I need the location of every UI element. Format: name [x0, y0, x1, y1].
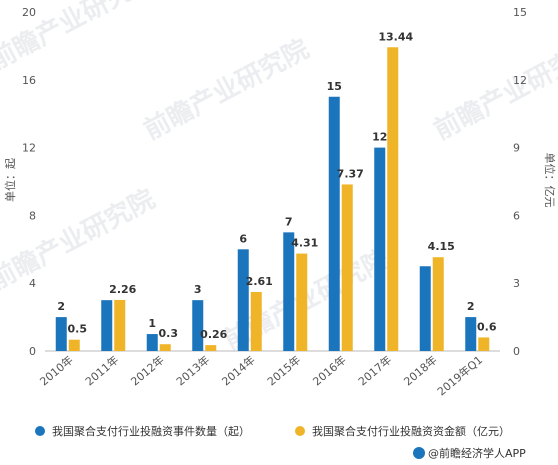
bar-series1-3 — [205, 345, 217, 351]
x-tick-5: 2015年 — [264, 353, 303, 389]
data-label-series1-7: 13.44 — [378, 30, 413, 43]
watermark-text-4: 前瞻产业研究院 — [429, 33, 558, 146]
watermark-text-1: 前瞻产业研究院 — [139, 33, 314, 146]
y-left-tick-2: 8 — [29, 209, 36, 222]
data-label-series1-4: 2.61 — [246, 275, 273, 288]
data-label-series1-6: 7.37 — [337, 167, 364, 180]
legend-marker-amount — [295, 426, 305, 436]
watermark-text-2: 前瞻产业研究院 — [0, 183, 160, 296]
data-label-series0-6: 15 — [327, 80, 342, 93]
bar-series0-0 — [55, 317, 67, 351]
data-label-series0-3: 3 — [194, 283, 202, 296]
x-tick-7: 2017年 — [355, 353, 394, 389]
credit-text: @前瞻经济学人APP — [428, 446, 526, 460]
bar-series1-4 — [250, 292, 262, 351]
bar-series1-5 — [296, 253, 308, 351]
bar-series1-6 — [341, 184, 353, 351]
x-tick-9: 2019年Q1 — [434, 353, 485, 399]
x-tick-0: 2010年 — [37, 353, 76, 389]
y-axis-left-title: 单位：起 — [3, 158, 17, 202]
data-label-series0-9: 2 — [467, 300, 475, 313]
data-label-series1-8: 4.15 — [428, 240, 455, 253]
data-label-series0-4: 6 — [239, 232, 247, 245]
legend-label-count: 我国聚合支付行业投融资事件数量（起） — [52, 424, 250, 438]
x-tick-8: 2018年 — [401, 353, 440, 389]
y-axis-right-ticks: 0 3 6 9 12 15 — [513, 6, 527, 358]
bar-series0-3 — [192, 300, 204, 351]
legend: 我国聚合支付行业投融资事件数量（起） 我国聚合支付行业投融资资金额（亿元） — [35, 424, 510, 438]
legend-label-amount: 我国聚合支付行业投融资资金额（亿元） — [312, 424, 510, 438]
y-left-tick-5: 20 — [22, 6, 36, 19]
y-right-tick-0: 0 — [513, 345, 520, 358]
y-axis-left-ticks: 0 4 8 12 16 20 — [22, 6, 36, 358]
bar-series0-2 — [146, 334, 158, 351]
bar-series0-9 — [465, 317, 477, 351]
data-label-series1-1: 2.26 — [109, 283, 136, 296]
y-right-tick-2: 6 — [513, 209, 520, 222]
data-label-series1-0: 0.5 — [68, 323, 88, 336]
y-right-tick-5: 15 — [513, 6, 527, 19]
bar-series0-1 — [101, 300, 113, 351]
x-axis-ticks: 2010年 2011年 2012年 2013年 2014年 2015年 2016年 2017年… — [37, 353, 485, 399]
bar-series1-0 — [68, 339, 80, 351]
x-tick-4: 2014年 — [219, 353, 258, 389]
data-label-series0-5: 7 — [285, 215, 293, 228]
y-right-tick-1: 3 — [513, 277, 520, 290]
data-label-series0-2: 1 — [148, 317, 156, 330]
data-label-series0-0: 2 — [57, 300, 65, 313]
y-left-tick-0: 0 — [29, 345, 36, 358]
x-tick-1: 2011年 — [82, 353, 121, 389]
y-right-tick-3: 9 — [513, 142, 520, 155]
y-axis-right-title: 单位：亿元 — [543, 153, 557, 208]
data-label-series1-5: 4.31 — [291, 237, 318, 250]
y-right-tick-4: 12 — [513, 74, 527, 87]
bar-series1-9 — [478, 337, 490, 351]
data-label-series0-7: 12 — [372, 131, 387, 144]
bar-series0-8 — [419, 266, 431, 351]
y-left-tick-1: 4 — [29, 277, 36, 290]
x-tick-6: 2016年 — [310, 353, 349, 389]
bars — [55, 47, 490, 351]
bar-series0-7 — [374, 147, 386, 351]
bar-series0-6 — [328, 96, 340, 351]
bar-series0-4 — [237, 249, 249, 351]
data-label-series1-3: 0.26 — [200, 328, 227, 341]
legend-marker-count — [35, 426, 45, 436]
bar-series0-5 — [283, 232, 295, 351]
y-left-tick-3: 12 — [22, 142, 36, 155]
x-tick-2: 2012年 — [128, 353, 167, 389]
brand-logo-icon — [413, 447, 425, 459]
y-left-tick-4: 16 — [22, 74, 36, 87]
data-label-series1-2: 0.3 — [159, 327, 179, 340]
data-label-series1-9: 0.6 — [477, 320, 497, 333]
bar-series1-2 — [159, 344, 171, 351]
bar-series1-7 — [387, 47, 399, 351]
bar-series1-1 — [114, 299, 126, 351]
footer-credit: @前瞻经济学人APP — [413, 446, 526, 460]
bar-series1-8 — [432, 257, 444, 351]
x-tick-3: 2013年 — [173, 353, 212, 389]
